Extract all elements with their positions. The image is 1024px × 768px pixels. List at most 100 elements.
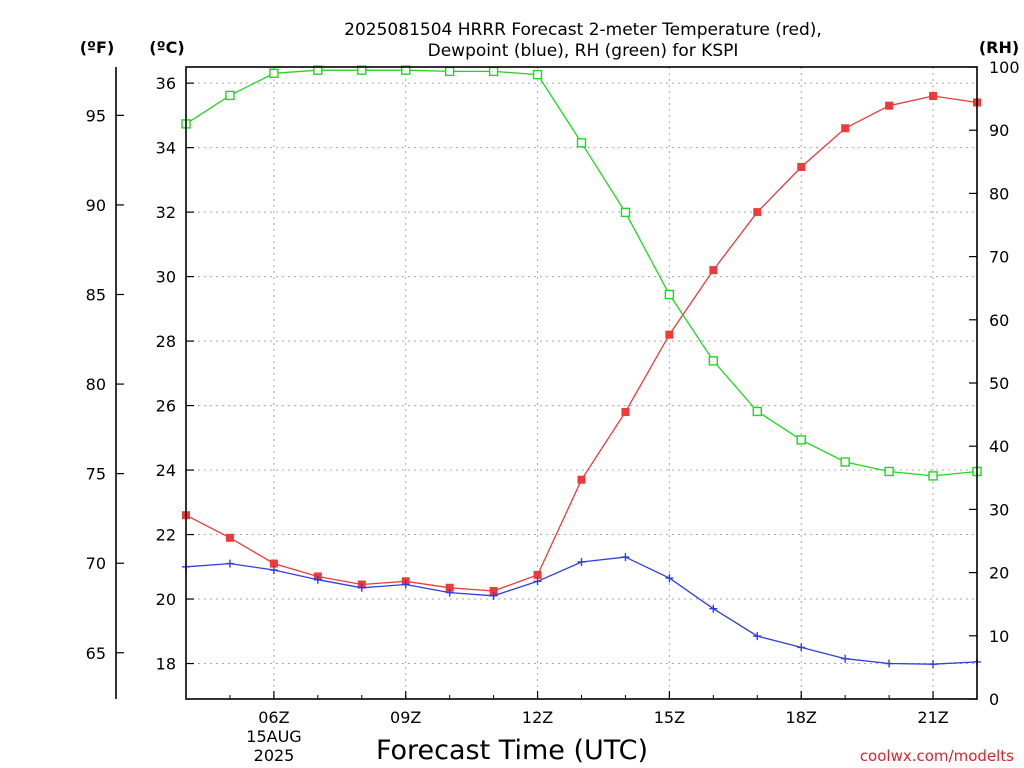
rh-tick-label: 30: [989, 500, 1009, 519]
rh-tick-label: 40: [989, 437, 1009, 456]
data-point: [532, 69, 543, 80]
x-tick-label: 06Z: [258, 708, 289, 727]
x-axis: 06Z 09Z 12Z 15Z 18Z 21Z: [185, 691, 978, 727]
data-point: [709, 604, 718, 613]
data-point: [752, 406, 762, 417]
data-point: [621, 408, 630, 417]
fahrenheit-tick-label: 95: [86, 106, 106, 125]
x-axis-title: Forecast Time (UTC): [376, 735, 648, 766]
data-point: [841, 124, 850, 133]
data-point: [708, 356, 719, 366]
data-point: [444, 66, 455, 77]
celsius-tick-label: 32: [156, 203, 176, 222]
celsius-tick-label: 18: [156, 655, 176, 674]
x-date-label-month: 15AUG: [246, 727, 301, 746]
data-point: [709, 266, 718, 275]
data-point: [664, 289, 675, 300]
rh-tick-label: 0: [989, 690, 999, 709]
data-point: [577, 557, 586, 566]
data-point: [884, 466, 894, 477]
data-point: [797, 643, 806, 652]
fahrenheit-tick-label: 75: [86, 465, 106, 484]
data-point: [357, 65, 367, 75]
rh-tick-label: 20: [989, 564, 1009, 583]
data-point: [753, 208, 762, 217]
data-point: [445, 588, 454, 597]
data-point: [313, 575, 322, 584]
fahrenheit-axis-label: (ºF): [80, 38, 115, 57]
series-2: [181, 65, 982, 481]
celsius-tick-label: 22: [156, 526, 176, 545]
x-tick-label: 15Z: [654, 708, 685, 727]
chart-title-line2: Dewpoint (blue), RH (green) for KSPI: [428, 41, 739, 61]
data-point: [929, 92, 938, 101]
rh-tick-label: 50: [989, 374, 1009, 393]
data-point: [576, 138, 587, 148]
data-point: [840, 457, 850, 467]
data-point: [269, 566, 278, 575]
series-line-0: [185, 95, 978, 592]
data-point: [753, 632, 762, 641]
grid: [186, 67, 977, 699]
data-point: [928, 471, 938, 481]
series-1: [182, 553, 981, 669]
plot-frame: [185, 66, 978, 700]
celsius-axis-label: (ºC): [149, 38, 184, 57]
data-point: [489, 591, 498, 600]
data-point: [225, 90, 235, 101]
data-point: [841, 654, 850, 663]
credit-text: coolwx.com/modelts: [860, 747, 1014, 765]
fahrenheit-axis: 65 70 75 80 85 90 95: [86, 67, 124, 699]
data-point: [401, 580, 410, 589]
data-point: [929, 660, 938, 669]
rh-tick-label: 70: [989, 248, 1009, 267]
fahrenheit-tick-label: 65: [86, 644, 106, 663]
x-tick-label: 09Z: [390, 708, 421, 727]
data-point: [577, 475, 586, 484]
fahrenheit-tick-label: 80: [86, 375, 106, 394]
rh-axis: 0 10 20 30 40 50 60 70 80 90 100: [969, 58, 1020, 709]
rh-tick-label: 60: [989, 311, 1009, 330]
data-point: [488, 66, 499, 77]
celsius-tick-label: 36: [156, 74, 176, 93]
x-date-label-year: 2025: [254, 746, 295, 765]
data-point: [533, 577, 542, 586]
data-point: [885, 101, 894, 110]
fahrenheit-tick-label: 85: [86, 286, 106, 305]
celsius-axis: 18 20 22 24 26 28 30 32 34 36: [156, 74, 194, 674]
data-point: [401, 65, 411, 75]
rh-tick-label: 100: [989, 58, 1020, 77]
fahrenheit-tick-label: 90: [86, 196, 106, 215]
rh-axis-label: (RH): [979, 38, 1019, 57]
data-point: [225, 533, 234, 542]
data-point: [665, 574, 674, 583]
data-point: [445, 583, 454, 592]
data-point: [269, 68, 279, 79]
data-point: [313, 65, 323, 75]
x-tick-label: 18Z: [786, 708, 817, 727]
data-point: [620, 207, 631, 218]
x-tick-label: 21Z: [917, 708, 948, 727]
celsius-tick-label: 34: [156, 139, 176, 158]
rh-tick-label: 90: [989, 121, 1009, 140]
data-point: [269, 559, 278, 568]
data-point: [797, 162, 806, 171]
celsius-tick-label: 26: [156, 397, 176, 416]
fahrenheit-tick-label: 70: [86, 554, 106, 573]
rh-tick-label: 80: [989, 184, 1009, 203]
series-layer: [181, 65, 982, 669]
x-tick-label: 12Z: [522, 708, 553, 727]
data-point: [225, 559, 234, 568]
series-0: [182, 92, 981, 595]
data-point: [357, 583, 366, 592]
data-point: [665, 330, 674, 339]
data-point: [885, 659, 894, 668]
data-point: [489, 586, 498, 595]
data-point: [621, 553, 630, 562]
celsius-tick-label: 28: [156, 332, 176, 351]
celsius-tick-label: 30: [156, 268, 176, 287]
celsius-tick-label: 20: [156, 590, 176, 609]
data-point: [533, 570, 542, 579]
series-line-2: [185, 69, 978, 477]
